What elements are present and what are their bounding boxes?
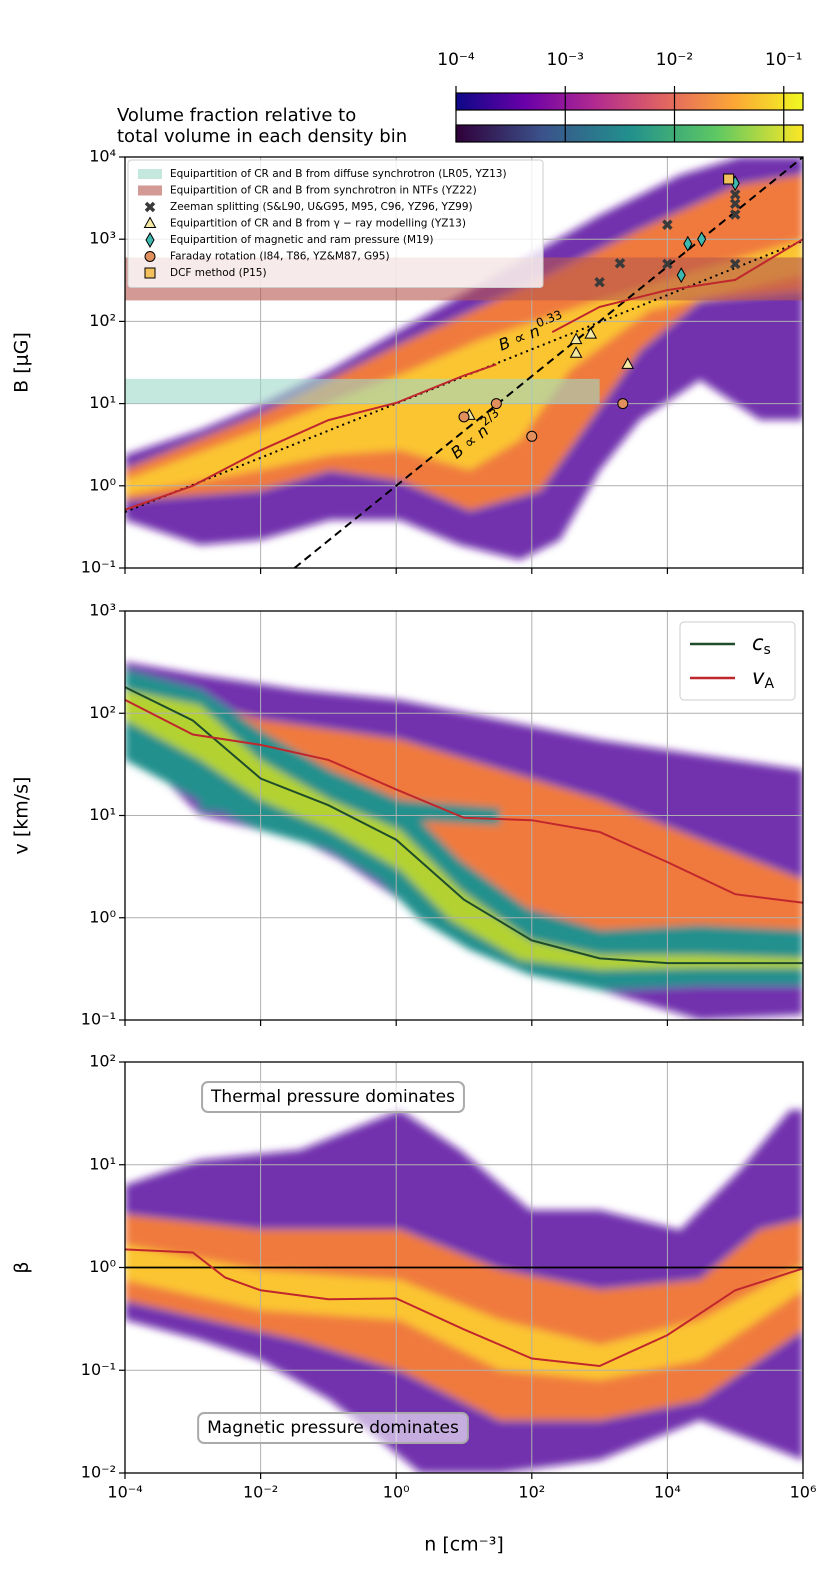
point	[458, 411, 470, 423]
annotation-box	[201, 1081, 465, 1113]
point	[569, 332, 583, 345]
axes-frame	[124, 156, 804, 569]
legend-box	[127, 159, 544, 288]
point	[729, 198, 741, 209]
line	[124, 1248, 804, 1368]
y-tick-label: 10³	[89, 601, 116, 620]
legend-label: cs	[752, 631, 771, 658]
legend-label-subscript: s	[764, 642, 771, 658]
point	[526, 430, 538, 442]
legend-label: Equipartition of CR and B from diffuse s…	[170, 168, 507, 180]
colorbar-tick-label: 10⁻²	[656, 50, 693, 70]
annotation: Magnetic pressure dominates	[207, 1418, 459, 1438]
x-tick-label: 10⁰	[383, 1483, 410, 1502]
point	[729, 189, 741, 200]
point	[569, 346, 583, 358]
reference-line	[293, 157, 803, 568]
legend-box	[679, 621, 796, 701]
colorbar-label: Volume fraction relative to	[117, 105, 356, 126]
point	[697, 231, 707, 248]
legend-marker	[143, 216, 157, 228]
y-tick-label: 10¹	[89, 805, 116, 824]
x-tick-label: 10⁴	[654, 1483, 681, 1502]
point	[662, 219, 673, 230]
line	[124, 238, 804, 511]
point	[729, 209, 741, 220]
colorbar-tick-label: 10⁻⁴	[437, 50, 475, 70]
legend-label: Equipartition of magnetic and ram pressu…	[170, 234, 434, 246]
legend-marker	[144, 201, 156, 213]
x-tick-label: 10⁶	[790, 1483, 817, 1502]
legend-label: Zeeman splitting (S&L90, U&G95, M95, C96…	[170, 201, 473, 213]
point	[683, 235, 693, 252]
colorbar	[455, 92, 804, 111]
legend-marker	[145, 231, 155, 249]
line	[124, 686, 803, 965]
legend-label-name: v	[752, 665, 765, 689]
y-tick-label: 10⁻¹	[81, 558, 116, 577]
colorbar-tick-label: 10⁻³	[547, 50, 584, 70]
point	[614, 258, 626, 269]
colorbar-tick-label: 10⁻¹	[765, 50, 802, 70]
legend-swatch	[138, 185, 162, 196]
x-axis-label: n [cm⁻³]	[424, 1534, 504, 1556]
legend-marker	[144, 251, 156, 262]
y-axis-label: v [km/s]	[11, 777, 33, 855]
y-tick-label: 10¹	[89, 393, 116, 412]
reference-line	[125, 239, 803, 513]
legend-label: Equipartition of CR and B from γ − ray m…	[170, 218, 466, 230]
legend-label: Equipartition of CR and B from synchrotr…	[170, 185, 477, 197]
x-tick-label: 10²	[518, 1483, 545, 1502]
legend-marker	[144, 267, 156, 279]
legend-swatch	[138, 169, 162, 179]
y-tick-label: 10⁰	[89, 907, 116, 926]
y-tick-label: 10³	[89, 229, 116, 248]
density-cloud	[125, 662, 803, 1020]
axes-frame	[124, 610, 804, 1021]
band	[125, 378, 600, 404]
point	[621, 357, 635, 369]
y-tick-label: 10²	[89, 703, 116, 722]
annotation: Thermal pressure dominates	[210, 1087, 455, 1107]
legend-label-subscript: A	[764, 676, 774, 692]
y-tick-label: 10²	[89, 311, 116, 330]
y-tick-label: 10⁻¹	[81, 1360, 116, 1379]
y-axis-label: B [μG]	[11, 332, 33, 393]
legend-label: vA	[752, 665, 774, 692]
point	[490, 398, 502, 410]
y-axis-label: β	[11, 1261, 33, 1273]
colorbar-label: total volume in each density bin	[117, 126, 407, 147]
density-cloud	[125, 1110, 803, 1473]
point	[584, 327, 598, 339]
y-tick-label: 10⁻²	[81, 1463, 116, 1482]
y-tick-label: 10⁰	[89, 475, 116, 494]
x-tick-label: 10⁻⁴	[107, 1483, 142, 1502]
axes-frame	[124, 1061, 804, 1474]
x-tick-label: 10⁻²	[243, 1483, 278, 1502]
y-tick-label: 10⁰	[89, 1257, 116, 1276]
colorbar	[455, 124, 804, 143]
legend-label: Faraday rotation (I84, T86, YZ&M87, G95)	[170, 251, 390, 263]
y-tick-label: 10⁻¹	[81, 1010, 116, 1029]
legend-label: DCF method (P15)	[170, 267, 267, 279]
point	[729, 258, 741, 270]
point	[723, 173, 735, 185]
y-tick-label: 10¹	[89, 1154, 116, 1173]
point	[662, 258, 673, 270]
point	[617, 398, 629, 410]
legend-label-name: c	[752, 631, 764, 655]
y-tick-label: 10⁴	[89, 147, 116, 166]
line	[124, 699, 804, 904]
point	[676, 267, 686, 284]
annotation-box	[197, 1412, 469, 1444]
point	[594, 276, 605, 288]
y-tick-label: 10²	[89, 1052, 116, 1071]
